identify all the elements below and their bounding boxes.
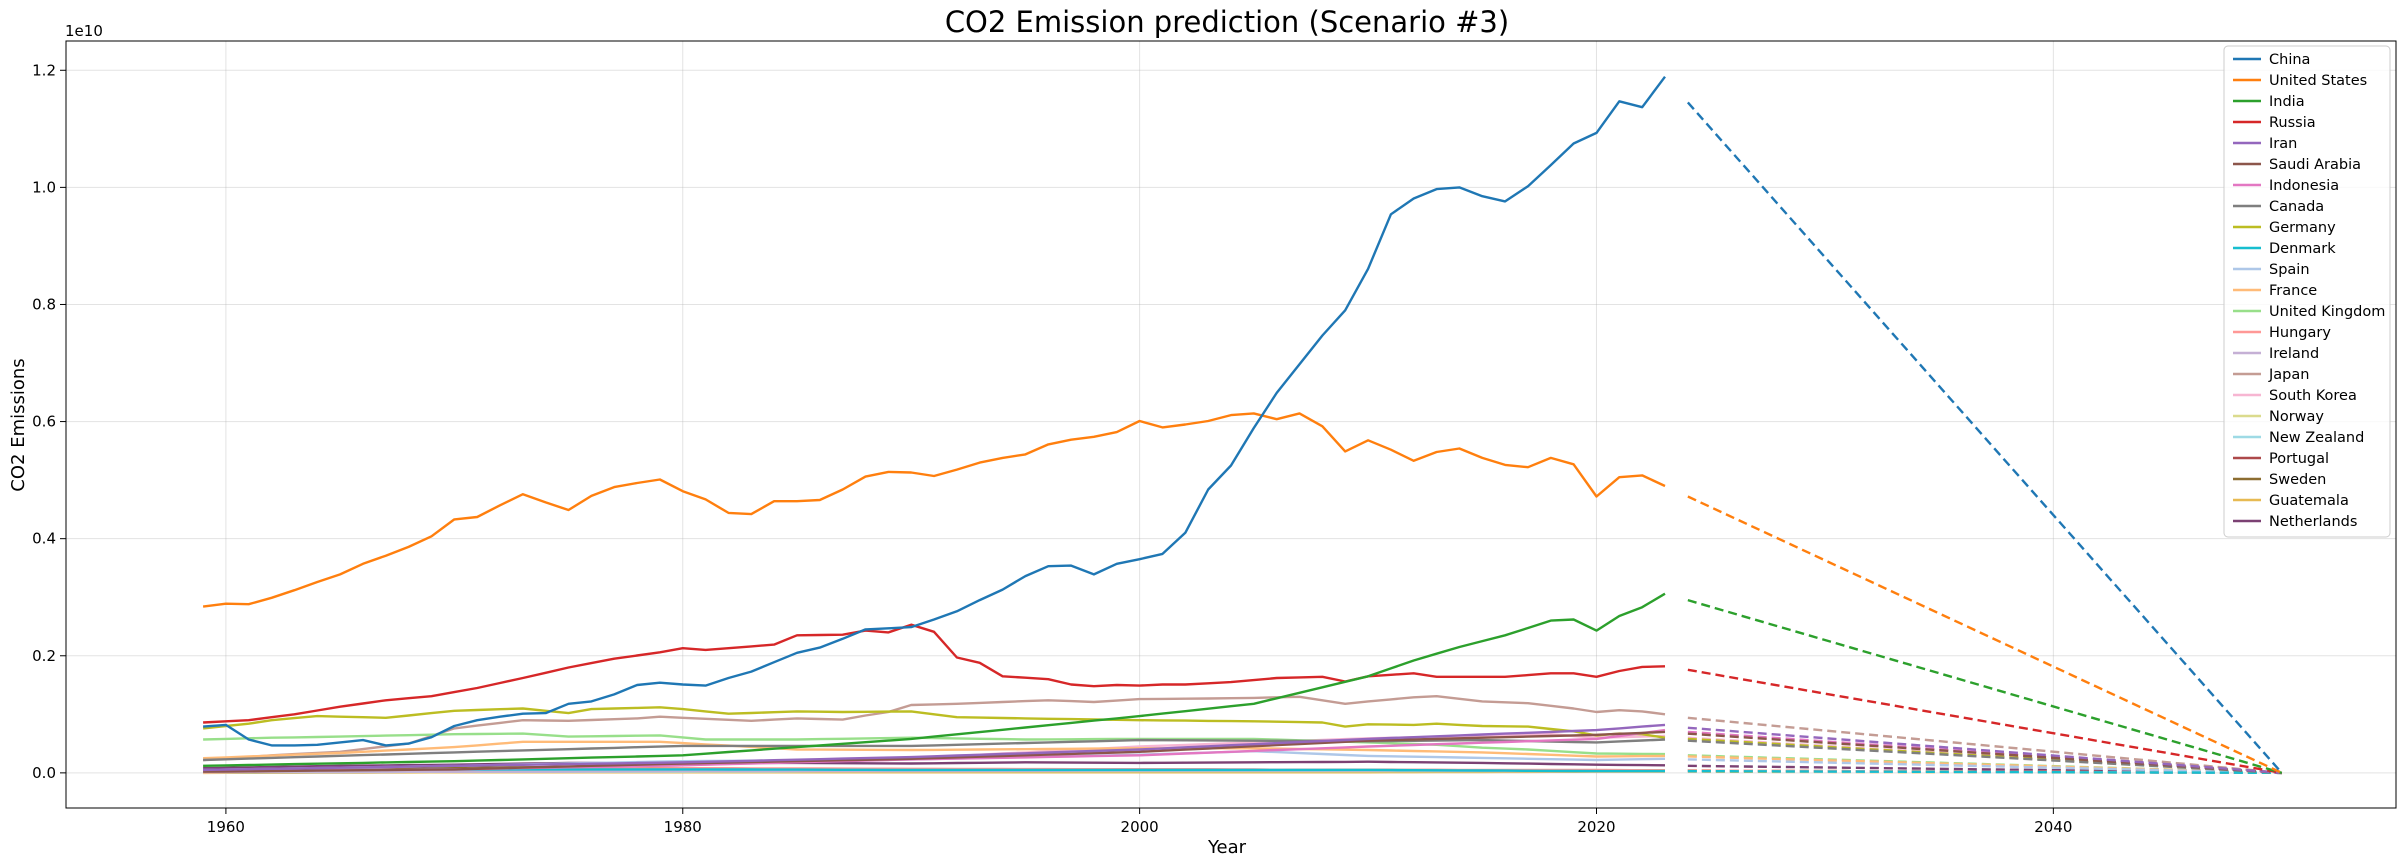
legend-box	[2223, 45, 2391, 538]
y-tick-label: 0.2	[32, 647, 56, 665]
series-line-india	[203, 592, 1666, 767]
forecast-line-united-states	[1687, 495, 2283, 774]
forecast-line-china	[1686, 101, 2283, 774]
y-tick-label: 0.4	[32, 530, 56, 548]
legend-entry: Portugal	[2269, 451, 2329, 467]
chart-title: CO2 Emission prediction (Scenario #3)	[945, 5, 1509, 39]
x-tick-label: 2000	[1121, 818, 1159, 836]
series-line-united-states	[202, 412, 1666, 608]
plot-frame	[65, 40, 2397, 809]
forecast-line-russia	[1687, 668, 2282, 775]
x-tick-label: 2040	[2034, 818, 2072, 836]
series-line-saudi-arabia	[203, 730, 1666, 773]
forecast-line-iran	[1687, 726, 2282, 775]
y-tick-label: 1.2	[32, 61, 56, 79]
y-tick-label: 1.0	[32, 178, 56, 196]
legend-entry: New Zealand	[2269, 430, 2364, 446]
y-tick-label: 0.0	[32, 764, 56, 782]
y-axis-label: CO2 Emissions	[8, 358, 29, 491]
legend-entry: Denmark	[2269, 241, 2336, 257]
forecast-lines	[1686, 101, 2283, 775]
y-offset-label: 1e10	[65, 22, 103, 40]
x-tick-label: 1960	[207, 818, 245, 836]
legend-entry: India	[2269, 94, 2305, 110]
series-lines	[202, 75, 1666, 775]
forecast-line-india	[1687, 598, 2283, 775]
legend-entry: Hungary	[2269, 325, 2331, 341]
grid-lines	[66, 41, 2396, 808]
series-line-iran	[203, 723, 1666, 772]
legend-entry: Canada	[2269, 199, 2324, 215]
series-line-china	[203, 75, 1666, 747]
y-axis-ticks: 0.0 0.2 0.4 0.6 0.8 1.0 1.2	[32, 61, 66, 782]
legend-entry: Ireland	[2269, 346, 2319, 362]
series-line-canada	[203, 738, 1666, 762]
legend-entry: United Kingdom	[2269, 304, 2385, 320]
legend-entry: Norway	[2269, 409, 2324, 425]
legend-entry: France	[2269, 283, 2317, 299]
y-tick-label: 0.8	[32, 295, 56, 313]
legend-entry: Netherlands	[2269, 514, 2357, 530]
legend-entry: Sweden	[2269, 472, 2326, 488]
y-tick-label: 0.6	[32, 413, 56, 431]
forecast-line-denmark	[1687, 769, 2282, 775]
legend-entry: Saudi Arabia	[2269, 157, 2361, 173]
legend-entry: Guatemala	[2269, 493, 2349, 509]
x-axis-ticks: 1960 1980 2000 2020 2040	[207, 808, 2072, 836]
x-tick-label: 2020	[1577, 818, 1615, 836]
forecast-line-spain	[1687, 758, 2282, 775]
x-tick-label: 1980	[664, 818, 702, 836]
legend-entry: China	[2269, 52, 2310, 68]
legend-entry: Iran	[2269, 136, 2297, 152]
x-axis-label: Year	[1207, 837, 1247, 858]
legend-entry: United States	[2269, 73, 2367, 89]
legend: China United States India Russia Iran Saudi A…	[2223, 45, 2391, 538]
legend-entry: South Korea	[2269, 388, 2357, 404]
legend-entry: Japan	[2268, 367, 2309, 383]
legend-entry: Germany	[2269, 220, 2336, 236]
legend-entry: Russia	[2269, 115, 2316, 131]
forecast-line-japan	[1687, 716, 2282, 775]
series-line-germany	[202, 706, 1666, 739]
legend-entry: Spain	[2269, 262, 2310, 278]
series-line-france	[203, 740, 1666, 760]
legend-entry: Indonesia	[2269, 178, 2339, 194]
series-line-russia	[203, 623, 1666, 724]
